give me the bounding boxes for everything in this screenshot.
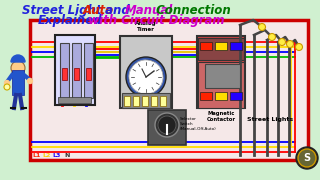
Polygon shape [146, 77, 161, 92]
Wedge shape [11, 55, 25, 62]
Bar [198, 38, 244, 60]
Polygon shape [129, 69, 146, 77]
Circle shape [126, 57, 166, 97]
Circle shape [155, 113, 179, 137]
Bar [160, 96, 166, 106]
Circle shape [286, 40, 293, 48]
Bar [12, 70, 24, 95]
Polygon shape [146, 77, 155, 94]
Text: Connection: Connection [152, 4, 231, 17]
Polygon shape [146, 69, 163, 77]
Bar [72, 43, 81, 98]
Text: L3: L3 [53, 153, 61, 158]
Bar [205, 64, 240, 88]
Bar [124, 96, 130, 106]
Bar [133, 96, 139, 106]
Bar [215, 42, 227, 50]
Bar [74, 68, 79, 80]
Bar [60, 43, 69, 98]
Circle shape [259, 24, 266, 30]
Polygon shape [146, 62, 161, 77]
Text: Manual: Manual [124, 4, 172, 17]
Circle shape [278, 39, 285, 46]
Bar [200, 42, 212, 50]
Circle shape [298, 149, 316, 167]
Text: L2: L2 [43, 153, 51, 158]
Bar [148, 110, 186, 145]
Polygon shape [138, 77, 146, 94]
Text: with Circuit Diagram: with Circuit Diagram [80, 14, 224, 27]
Text: Street Lights: Street Lights [247, 118, 293, 123]
Bar [62, 68, 67, 80]
Circle shape [296, 147, 318, 169]
Circle shape [4, 80, 10, 86]
Circle shape [158, 116, 176, 134]
Bar [230, 92, 242, 100]
Circle shape [11, 61, 25, 75]
Circle shape [268, 33, 276, 40]
Circle shape [295, 44, 302, 51]
Bar [215, 92, 227, 100]
Text: Analog
Timer: Analog Timer [135, 21, 157, 32]
Text: Explained: Explained [38, 14, 103, 27]
Polygon shape [138, 60, 146, 77]
Polygon shape [146, 77, 163, 85]
Text: Selector
Switch
(Manual-Off-Auto): Selector Switch (Manual-Off-Auto) [180, 117, 217, 131]
Bar [198, 62, 244, 108]
Polygon shape [146, 60, 155, 77]
Bar [55, 35, 95, 105]
Bar [151, 96, 157, 106]
Bar [142, 96, 148, 106]
Circle shape [4, 84, 10, 90]
Polygon shape [129, 77, 146, 85]
Text: Auto: Auto [83, 4, 114, 17]
Text: L1: L1 [33, 153, 41, 158]
Bar [30, 20, 308, 160]
Polygon shape [131, 62, 146, 77]
Text: S: S [303, 153, 311, 163]
Text: Magnetic
Contactor: Magnetic Contactor [206, 111, 236, 122]
Text: and: and [101, 4, 134, 17]
Circle shape [129, 60, 163, 94]
Bar [200, 92, 212, 100]
Text: N: N [64, 153, 70, 158]
Bar [230, 42, 242, 50]
Polygon shape [131, 77, 146, 92]
Text: Street Light: Street Light [22, 4, 106, 17]
Bar [86, 68, 91, 80]
Bar [120, 36, 172, 108]
Bar [197, 36, 245, 108]
Bar [84, 43, 93, 98]
Bar [58, 97, 91, 103]
Circle shape [28, 78, 33, 84]
Bar [122, 93, 170, 108]
